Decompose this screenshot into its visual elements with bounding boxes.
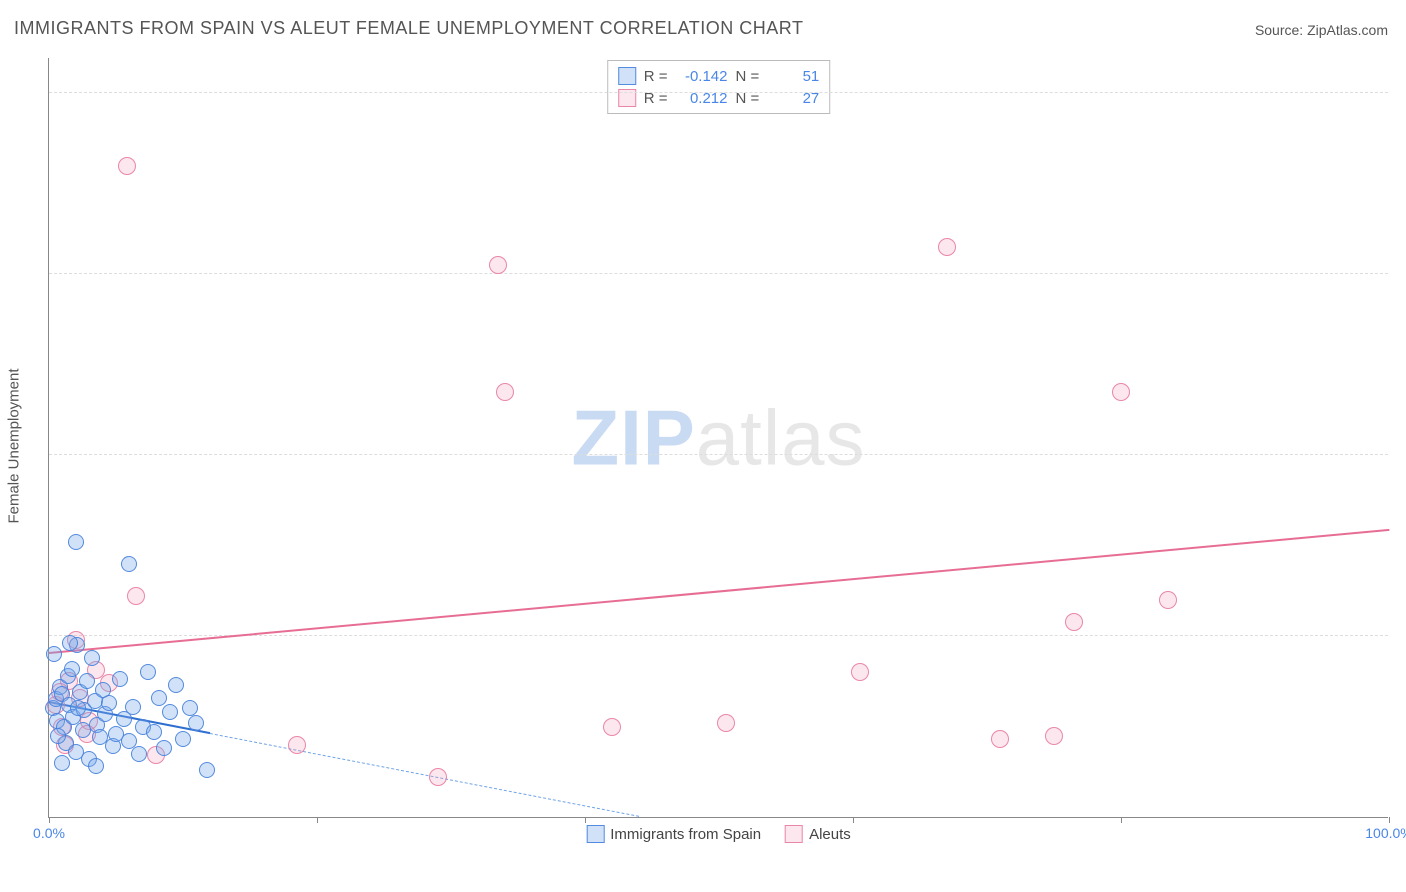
- data-point-pink: [851, 663, 869, 681]
- gridline-h: [49, 92, 1388, 93]
- trendline-blue-dashed: [210, 733, 640, 817]
- x-tick: [585, 817, 586, 823]
- data-point-pink: [1045, 727, 1063, 745]
- correlation-legend: R = -0.142 N = 51 R = 0.212 N = 27: [607, 60, 831, 114]
- data-point-blue: [54, 755, 70, 771]
- data-point-blue: [146, 724, 162, 740]
- chart-title: IMMIGRANTS FROM SPAIN VS ALEUT FEMALE UN…: [14, 18, 803, 39]
- data-point-pink: [489, 256, 507, 274]
- y-tick-label: 20.0%: [1396, 431, 1406, 447]
- x-tick-label: 100.0%: [1365, 825, 1406, 841]
- x-tick: [49, 817, 50, 823]
- x-tick: [853, 817, 854, 823]
- data-point-blue: [199, 762, 215, 778]
- data-point-blue: [46, 646, 62, 662]
- watermark-atlas: atlas: [696, 393, 866, 481]
- watermark: ZIPatlas: [571, 392, 865, 483]
- data-point-pink: [288, 736, 306, 754]
- r-label: R =: [644, 68, 668, 85]
- data-point-blue: [121, 556, 137, 572]
- data-point-blue: [50, 728, 66, 744]
- swatch-blue: [586, 825, 604, 843]
- data-point-blue: [162, 704, 178, 720]
- x-tick: [1389, 817, 1390, 823]
- series-legend: Immigrants from Spain Aleuts: [586, 825, 851, 843]
- source-name: ZipAtlas.com: [1307, 22, 1388, 38]
- data-point-pink: [127, 587, 145, 605]
- x-tick: [317, 817, 318, 823]
- r-value-blue: -0.142: [676, 68, 728, 85]
- data-point-pink: [717, 714, 735, 732]
- scatter-plot-area: ZIPatlas R = -0.142 N = 51 R = 0.212 N =…: [48, 58, 1388, 818]
- swatch-pink: [785, 825, 803, 843]
- data-point-pink: [938, 238, 956, 256]
- data-point-blue: [64, 661, 80, 677]
- data-point-blue: [62, 635, 78, 651]
- swatch-blue: [618, 67, 636, 85]
- legend-label-blue: Immigrants from Spain: [610, 826, 761, 843]
- data-point-blue: [70, 700, 86, 716]
- data-point-blue: [79, 673, 95, 689]
- y-tick-label: 10.0%: [1396, 612, 1406, 628]
- n-value-blue: 51: [767, 68, 819, 85]
- data-point-pink: [1112, 383, 1130, 401]
- data-point-blue: [140, 664, 156, 680]
- data-point-blue: [112, 671, 128, 687]
- data-point-blue: [175, 731, 191, 747]
- data-point-pink: [429, 768, 447, 786]
- data-point-blue: [156, 740, 172, 756]
- data-point-blue: [84, 650, 100, 666]
- y-axis-label: Female Unemployment: [6, 368, 23, 523]
- data-point-pink: [496, 383, 514, 401]
- correlation-row-pink: R = 0.212 N = 27: [618, 87, 820, 109]
- legend-item-blue: Immigrants from Spain: [586, 825, 761, 843]
- data-point-pink: [603, 718, 621, 736]
- legend-item-pink: Aleuts: [785, 825, 851, 843]
- x-tick-label: 0.0%: [33, 825, 65, 841]
- gridline-h: [49, 454, 1388, 455]
- data-point-blue: [131, 746, 147, 762]
- y-tick-label: 40.0%: [1396, 69, 1406, 85]
- data-point-pink: [1159, 591, 1177, 609]
- data-point-pink: [118, 157, 136, 175]
- source-prefix: Source:: [1255, 22, 1307, 38]
- data-point-pink: [1065, 613, 1083, 631]
- legend-label-pink: Aleuts: [809, 826, 851, 843]
- data-point-pink: [991, 730, 1009, 748]
- correlation-row-blue: R = -0.142 N = 51: [618, 65, 820, 87]
- data-point-blue: [168, 677, 184, 693]
- gridline-h: [49, 273, 1388, 274]
- data-point-blue: [101, 695, 117, 711]
- watermark-zip: ZIP: [571, 393, 695, 481]
- data-point-blue: [68, 534, 84, 550]
- data-point-blue: [75, 722, 91, 738]
- data-point-blue: [125, 699, 141, 715]
- data-point-blue: [151, 690, 167, 706]
- y-tick-label: 30.0%: [1396, 250, 1406, 266]
- data-point-blue: [88, 758, 104, 774]
- x-tick: [1121, 817, 1122, 823]
- data-point-blue: [188, 715, 204, 731]
- source-attribution: Source: ZipAtlas.com: [1255, 22, 1388, 38]
- n-label: N =: [736, 68, 760, 85]
